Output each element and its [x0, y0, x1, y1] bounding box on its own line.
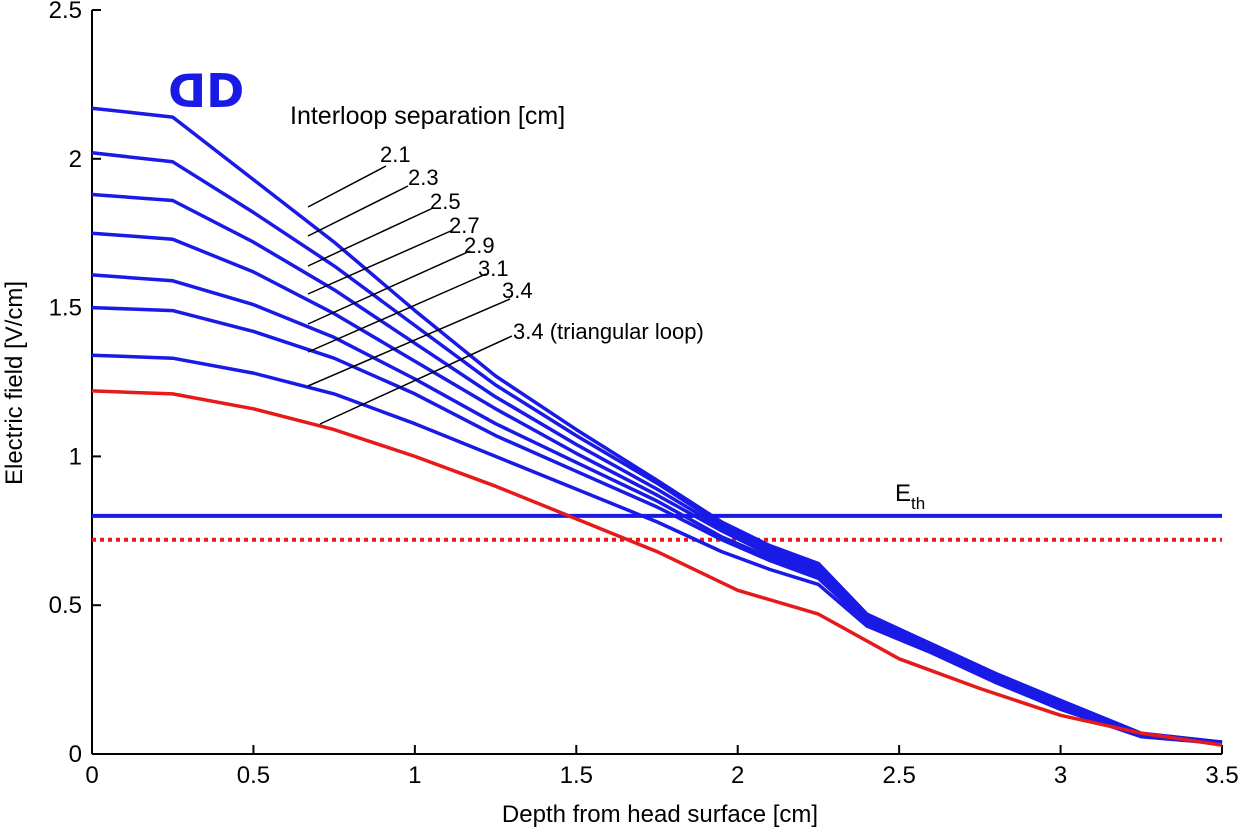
series-annotation-label: 3.4 (triangular loop)	[513, 319, 704, 344]
leader-line	[307, 250, 471, 325]
x-tick-label: 1.5	[560, 762, 593, 789]
series-annotation-label: 2.9	[464, 233, 495, 258]
y-tick-label: 1	[69, 443, 82, 470]
series-line-3-4	[91, 353, 1223, 746]
series-annotation-label: 3.1	[478, 256, 509, 281]
x-tick-label: 2.5	[882, 762, 915, 789]
series-annotation-label: 3.4	[502, 278, 533, 303]
leader-line	[307, 273, 487, 353]
y-tick-label: 1.5	[49, 295, 82, 322]
series-line-2-1	[91, 106, 1223, 744]
series-annotation-label: 2.1	[380, 142, 411, 167]
series-line-3-4-triangular-loop-	[91, 389, 1223, 747]
leader-line	[319, 335, 513, 425]
leader-line	[307, 185, 409, 237]
leader-line	[307, 165, 387, 208]
series-line-3-1	[91, 305, 1223, 746]
x-tick-label: 3.5	[1205, 762, 1238, 789]
x-axis-ticks: 0 0.5 1 1.5 2 2.5 3 3.5	[85, 745, 1239, 789]
series-line-2-3	[91, 151, 1223, 744]
y-axis-ticks: 0 0.5 1 1.5 2 2.5	[49, 0, 101, 768]
y-tick-label: 0	[69, 741, 82, 768]
series-lines	[91, 106, 1223, 747]
x-tick-label: 1	[408, 762, 421, 789]
leader-line	[307, 207, 434, 267]
x-tick-label: 2	[731, 762, 744, 789]
y-axis-label: Electric field [V/cm]	[1, 281, 28, 485]
threshold-lines: Eth	[92, 480, 1222, 542]
x-tick-label: 0.5	[237, 762, 270, 789]
leader-line	[307, 229, 454, 295]
series-annotation-label: 2.5	[430, 189, 461, 214]
plot-axes	[91, 10, 1222, 755]
x-tick-label: 0	[85, 762, 98, 789]
threshold-label: Eth	[895, 480, 925, 513]
y-tick-label: 2	[69, 146, 82, 173]
leader-line	[307, 298, 511, 387]
x-axis-label: Depth from head surface [cm]	[502, 801, 818, 828]
interloop-separation-title: Interloop separation [cm]	[290, 102, 565, 130]
annotation-labels: 2.12.32.52.72.93.13.4 3.4 (triangular loo…	[380, 142, 704, 344]
series-annotation-label: 2.3	[408, 165, 439, 190]
y-tick-label: 2.5	[49, 0, 82, 24]
series-annotation-label: 2.7	[449, 213, 480, 238]
y-tick-label: 0.5	[49, 592, 82, 619]
annotation-leader-lines	[307, 165, 513, 425]
x-tick-label: 3	[1054, 762, 1067, 789]
coil-icon-text: ᗡD	[168, 64, 244, 118]
